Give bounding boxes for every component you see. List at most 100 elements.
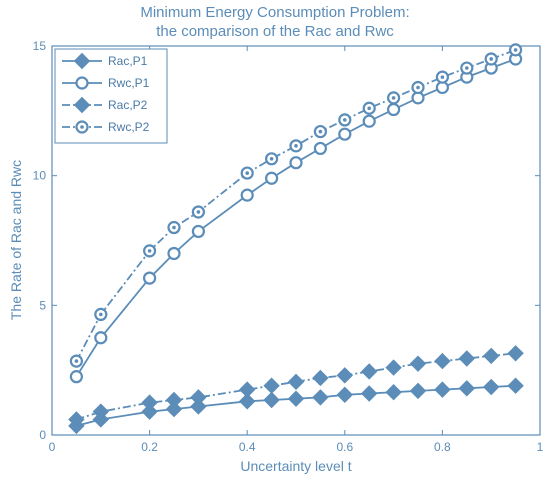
data-point (336, 386, 354, 404)
data-point (312, 389, 329, 406)
data-point (336, 367, 354, 384)
y-axis-label: The Rate of Rac and Rwc (8, 160, 24, 320)
data-point (238, 393, 256, 410)
data-point (167, 246, 181, 261)
y-tick-label: 10 (33, 169, 47, 183)
data-point (94, 307, 108, 322)
series-layer (68, 43, 524, 435)
marker-dot (99, 312, 103, 317)
data-point (507, 345, 524, 362)
data-point (338, 127, 352, 141)
legend-label: Rwc,P1 (108, 76, 150, 90)
marker-dot (416, 85, 420, 90)
legend-marker (75, 76, 89, 90)
marker-dot (343, 118, 347, 122)
marker-dot (245, 171, 249, 175)
data-point (385, 384, 402, 401)
data-point (482, 347, 500, 365)
data-point (484, 52, 498, 66)
marker-dot (465, 66, 469, 70)
data-point (460, 61, 474, 75)
data-point (458, 350, 476, 367)
data-point (338, 113, 352, 127)
data-point (289, 156, 303, 170)
data-point (265, 171, 279, 185)
series-rac-p2 (68, 345, 524, 428)
marker-dot (196, 210, 201, 214)
data-point (387, 91, 401, 105)
x-axis-label: Uncertainty level t (240, 458, 351, 474)
legend: Rac,P1 Rwc,P1 Rac,P2 Rwc,P2 (54, 48, 168, 144)
data-point (312, 369, 329, 387)
data-point (458, 380, 476, 397)
data-point (165, 391, 183, 409)
marker-dot (74, 359, 79, 363)
data-point (362, 101, 376, 115)
x-tick-label: 0.8 (434, 440, 451, 454)
data-point (508, 43, 523, 57)
data-point (265, 152, 279, 166)
data-point (69, 370, 84, 384)
data-point (165, 400, 183, 418)
x-tick-label: 0.2 (141, 440, 158, 454)
data-point (289, 139, 303, 153)
chart-title-line-2: the comparison of the Rac and Rwc (156, 23, 394, 40)
legend-marker (73, 96, 91, 114)
data-point (287, 373, 305, 391)
data-point (360, 363, 378, 380)
chart-title-line-1: Minimum Energy Consumption Problem: (140, 4, 410, 21)
data-point (143, 271, 157, 285)
data-point (191, 205, 205, 219)
data-point (387, 102, 401, 117)
legend-item: Rac,P2 (62, 96, 148, 114)
data-point (434, 381, 451, 398)
marker-dot (513, 48, 518, 52)
x-tick-label: 1 (537, 440, 544, 454)
data-point (238, 381, 256, 398)
data-point (68, 411, 85, 428)
data-point (190, 398, 207, 415)
y-tick-label: 0 (39, 428, 46, 442)
data-point (507, 377, 524, 394)
data-point (143, 244, 157, 258)
legend-label: Rac,P1 (108, 54, 148, 68)
y-tick-label: 15 (33, 39, 47, 53)
data-point (263, 377, 280, 394)
data-point (362, 114, 376, 128)
data-point (141, 394, 158, 411)
series-rwc-p2 (69, 43, 523, 368)
data-point (69, 354, 84, 368)
data-point (411, 80, 425, 95)
data-point (240, 166, 254, 180)
legend-item: Rwc,P1 (62, 76, 150, 90)
plot-frame (51, 45, 541, 436)
data-point (190, 389, 207, 406)
series-rwc-p1 (69, 52, 523, 384)
data-point (313, 124, 327, 139)
x-tick-label: 0.4 (239, 440, 256, 454)
marker-dot (80, 125, 84, 129)
data-point (434, 352, 451, 370)
data-point (141, 403, 158, 420)
legend-marker (75, 120, 89, 134)
data-point (240, 188, 254, 202)
x-tick-label: 0.6 (336, 440, 353, 454)
legend-marker (73, 52, 91, 70)
marker-dot (489, 57, 494, 61)
data-point (385, 359, 402, 376)
legend-item: Rwc,P2 (62, 120, 150, 134)
data-point (94, 331, 108, 345)
legend-label: Rwc,P2 (108, 120, 150, 134)
data-point (360, 385, 378, 402)
marker-dot (172, 225, 176, 230)
data-point (409, 382, 427, 400)
data-point (435, 70, 449, 84)
data-point (482, 378, 500, 396)
data-point (92, 403, 110, 420)
legend-label: Rac,P2 (108, 98, 148, 112)
legend-item: Rac,P1 (62, 52, 148, 70)
data-point (287, 390, 305, 407)
marker-dot (440, 75, 445, 79)
